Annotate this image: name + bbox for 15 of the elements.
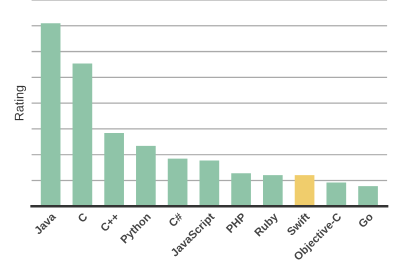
bar <box>136 146 156 206</box>
x-tick-label: C <box>77 212 88 223</box>
bar <box>72 63 92 206</box>
bar <box>358 186 378 206</box>
bar <box>200 160 220 206</box>
x-tick-label: Go <box>358 212 374 228</box>
bar <box>294 175 314 206</box>
bar <box>262 175 283 206</box>
bar <box>168 158 188 206</box>
y-axis-title: Rating <box>14 86 26 120</box>
bar <box>326 182 346 206</box>
bar <box>231 173 251 206</box>
bar <box>40 23 60 206</box>
x-tick-label: C++ <box>100 212 120 232</box>
bar <box>104 133 124 206</box>
